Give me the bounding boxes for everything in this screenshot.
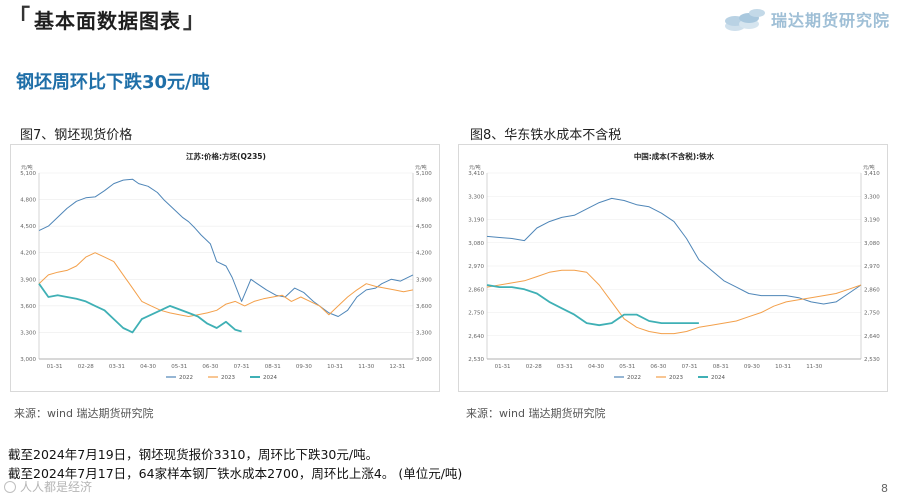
y-tick-label-left: 3,600 <box>20 304 36 310</box>
y-tick-label-left: 2,640 <box>468 334 484 340</box>
series-line-2023 <box>486 269 862 335</box>
source-left: 来源：wind 瑞达期货研究院 <box>14 407 154 420</box>
brand-logo-icon <box>724 9 765 31</box>
watermark-text: 人人都是经济 <box>20 480 93 494</box>
page-title: 基本面数据图表 <box>34 8 182 33</box>
hot-metal-cost-chart: 中国:成本(不含税):铁水 元/吨 元/吨 3,410 3,410 3,300 3,300 3… <box>458 144 888 392</box>
y-tick-label-left: 3,080 <box>468 241 484 247</box>
y-tick-label-right: 3,000 <box>416 357 432 363</box>
series-line-2024 <box>486 284 699 327</box>
x-tick-label: 08-31 <box>265 364 281 370</box>
section-subtitle: 钢坯周环比下跌30元/吨 <box>16 72 210 93</box>
y-tick-label-left: 2,750 <box>468 311 484 317</box>
y-tick-label-left: 2,530 <box>468 357 484 363</box>
legend-label-2024: 2024 <box>711 375 725 381</box>
y-unit-right: 元/吨 <box>415 164 427 171</box>
watermark-icon <box>4 480 16 493</box>
x-tick-label: 10-31 <box>327 364 343 370</box>
footer-watermark: 人人都是经济 <box>4 478 92 495</box>
y-tick-label-left: 4,200 <box>20 251 36 257</box>
x-tick-label: 03-31 <box>557 364 573 370</box>
series-line-2024 <box>38 283 242 334</box>
legend-label-2023: 2023 <box>221 375 235 381</box>
x-tick-label: 07-31 <box>234 364 250 370</box>
y-tick-label-right: 2,530 <box>864 357 880 363</box>
brand-name: 瑞达期货研究院 <box>770 11 890 30</box>
y-tick-label-right: 3,600 <box>416 304 432 310</box>
y-tick-label-left: 3,900 <box>20 277 36 283</box>
y-tick-label-left: 3,410 <box>468 171 484 177</box>
y-tick-label-left: 4,800 <box>20 198 36 204</box>
x-tick-label: 06-30 <box>202 364 218 370</box>
figure-7-title: 图7、钢坯现货价格 <box>20 128 133 143</box>
x-tick-label: 11-30 <box>806 364 822 370</box>
legend-label-2022: 2022 <box>179 375 193 381</box>
note-billet: 截至2024年7月19日，钢坯现货报价3310，周环比下跌30元/吨。 <box>8 447 379 462</box>
x-tick-label: 01-31 <box>47 364 63 370</box>
brand: 瑞达期货研究院 <box>723 4 890 34</box>
y-unit-left: 元/吨 <box>469 164 481 171</box>
y-unit-right: 元/吨 <box>863 164 875 171</box>
y-tick-label-right: 3,300 <box>864 194 880 200</box>
y-tick-label-left: 2,970 <box>468 264 484 270</box>
x-tick-label: 10-31 <box>775 364 791 370</box>
legend-label-2022: 2022 <box>627 375 641 381</box>
y-tick-label-left: 3,300 <box>468 194 484 200</box>
page-number: 8 <box>881 482 888 495</box>
x-tick-label: 02-28 <box>78 364 94 370</box>
y-tick-label-right: 3,900 <box>416 277 432 283</box>
x-tick-label: 01-31 <box>495 364 511 370</box>
title-open-bracket: 「 <box>8 6 31 31</box>
y-tick-label-right: 3,410 <box>864 171 880 177</box>
y-tick-label-left: 2,860 <box>468 287 484 293</box>
y-tick-label-right: 2,970 <box>864 264 880 270</box>
y-tick-label-right: 3,300 <box>416 330 432 336</box>
x-tick-label: 05-31 <box>619 364 635 370</box>
y-tick-label-left: 3,190 <box>468 218 484 224</box>
y-tick-label-right: 5,100 <box>416 171 432 177</box>
billet-price-chart: 江苏:价格:方坯(Q235) 元/吨 元/吨 5,100 5,100 4,800 4,800… <box>10 144 440 392</box>
x-tick-label: 11-30 <box>358 364 374 370</box>
x-tick-label: 04-30 <box>140 364 156 370</box>
y-tick-label-left: 3,000 <box>20 357 36 363</box>
y-unit-left: 元/吨 <box>21 164 33 171</box>
y-tick-label-left: 3,300 <box>20 330 36 336</box>
y-tick-label-left: 4,500 <box>20 224 36 230</box>
source-right: 来源：wind 瑞达期货研究院 <box>466 407 606 420</box>
page-header: 「 基本面数据图表 」 <box>8 2 205 36</box>
y-tick-label-right: 2,750 <box>864 311 880 317</box>
x-tick-label: 12-31 <box>389 364 405 370</box>
x-tick-label: 09-30 <box>744 364 760 370</box>
y-tick-label-right: 4,800 <box>416 198 432 204</box>
y-tick-label-right: 3,190 <box>864 218 880 224</box>
chart-title: 中国:成本(不含税):铁水 <box>634 151 715 161</box>
y-tick-label-right: 4,500 <box>416 224 432 230</box>
series-line-2022 <box>38 178 414 317</box>
x-tick-label: 03-31 <box>109 364 125 370</box>
series-line-2022 <box>486 197 862 305</box>
y-tick-label-right: 2,640 <box>864 334 880 340</box>
y-tick-label-right: 3,080 <box>864 241 880 247</box>
figure-8-title: 图8、华东铁水成本不含税 <box>470 128 622 143</box>
x-tick-label: 02-28 <box>526 364 542 370</box>
legend-label-2024: 2024 <box>263 375 277 381</box>
legend-label-2023: 2023 <box>669 375 683 381</box>
y-tick-label-left: 5,100 <box>20 171 36 177</box>
note-hot-metal: 截至2024年7月17日，64家样本钢厂铁水成本2700，周环比上涨4。 (单位… <box>8 466 463 481</box>
title-close-bracket: 」 <box>183 9 206 34</box>
y-tick-label-right: 4,200 <box>416 251 432 257</box>
chart-title: 江苏:价格:方坯(Q235) <box>186 151 266 161</box>
x-tick-label: 05-31 <box>171 364 187 370</box>
x-tick-label: 06-30 <box>650 364 666 370</box>
x-tick-label: 09-30 <box>296 364 312 370</box>
y-tick-label-right: 2,860 <box>864 287 880 293</box>
x-tick-label: 08-31 <box>713 364 729 370</box>
x-tick-label: 07-31 <box>682 364 698 370</box>
x-tick-label: 04-30 <box>588 364 604 370</box>
series-line-2023 <box>38 252 414 317</box>
